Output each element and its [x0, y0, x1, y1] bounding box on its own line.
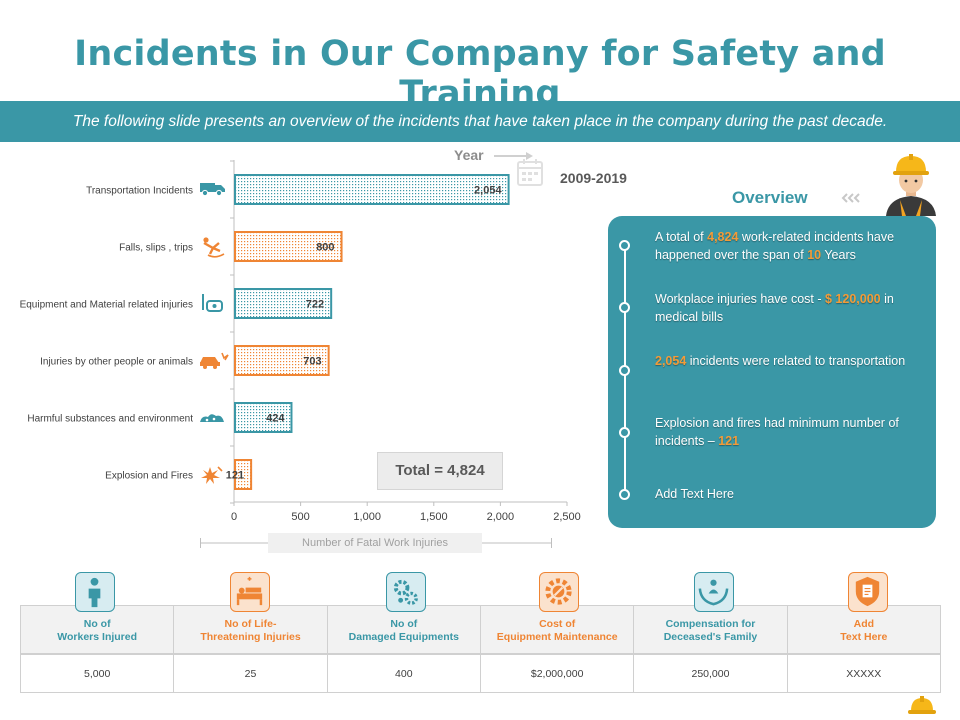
timeline-dot — [619, 302, 630, 313]
table-value-cell: 5,000 — [20, 654, 175, 693]
overview-item: Explosion and fires had minimum number o… — [655, 415, 917, 450]
category-label: Falls, slips , trips — [119, 243, 193, 254]
header-line: Add — [853, 618, 875, 630]
care-hands-icon — [694, 572, 734, 612]
timeline-dot — [619, 489, 630, 500]
bar-value-label: 2,054 — [474, 185, 502, 197]
chevrons-left-icon — [841, 193, 860, 203]
timeline-dot — [619, 240, 630, 251]
header-line: Cost of — [539, 618, 576, 630]
table-value-cell: 25 — [173, 654, 328, 693]
x-tick-label: 500 — [291, 511, 309, 523]
overview-highlight: 10 — [807, 247, 822, 262]
statistics-table: No of Workers Injured 5,000 No of Life- Thre… — [20, 605, 941, 693]
header-line: No of — [390, 618, 418, 630]
overview-text: Years — [821, 247, 856, 262]
overview-highlight: 2,054 — [655, 354, 687, 368]
category-label: Explosion and Fires — [105, 471, 193, 482]
header-line: Text Here — [840, 631, 888, 643]
table-header-cell: No of Life- Threatening Injuries — [173, 605, 328, 654]
overview-item: 2,054 incidents were related to transpor… — [655, 353, 917, 371]
wrench-gear-icon — [539, 572, 579, 612]
shield-document-icon — [848, 572, 888, 612]
x-tick-label: 0 — [231, 511, 237, 523]
year-label: Year — [454, 147, 484, 163]
header-line: No of Life- — [224, 618, 277, 630]
x-tick-label: 1,500 — [420, 511, 448, 523]
bar-value-label: 703 — [303, 356, 321, 368]
header-line: Threatening Injuries — [200, 631, 301, 643]
bar-value-label: 722 — [306, 299, 324, 311]
header-line: Damaged Equipments — [348, 631, 459, 643]
explosion-icon — [201, 466, 223, 484]
overview-highlight: 121 — [718, 433, 740, 448]
gears-icon — [386, 572, 426, 612]
overview-text: Add Text Here — [655, 487, 734, 501]
category-label: Harmful substances and environment — [27, 414, 193, 425]
overview-text: in medical bills — [655, 292, 894, 324]
falling-person-icon — [203, 237, 225, 258]
table-value-cell: XXXXX — [786, 654, 941, 693]
overview-text: A total of — [655, 230, 708, 244]
category-label: Transportation Incidents — [86, 186, 193, 197]
overview-item: Workplace injuries have cost - $ 120,000… — [655, 291, 917, 326]
bar — [234, 459, 253, 490]
header-line: Compensation for — [665, 618, 756, 630]
year-arrow-icon — [494, 152, 533, 160]
table-header-cell: No of Workers Injured — [20, 605, 175, 654]
table-value-cell: 250,000 — [633, 654, 788, 693]
overview-text: incidents were related to transportation — [686, 354, 906, 368]
bar — [234, 231, 343, 262]
overview-item: A total of 4,824 work-related incidents … — [655, 229, 917, 264]
table-value-cell: 400 — [326, 654, 481, 693]
table-value-cell: $2,000,000 — [480, 654, 635, 693]
hard-hat-icon — [908, 696, 936, 714]
table-header-cell: Cost of Equipment Maintenance — [480, 605, 635, 654]
category-label: Equipment and Material related injuries — [20, 300, 193, 311]
total-box: Total = 4,824 — [377, 452, 503, 490]
hospital-bed-icon — [230, 572, 270, 612]
truck-icon — [200, 183, 225, 197]
overview-text: Workplace injuries have cost - — [655, 292, 825, 306]
subtitle-text: The following slide presents an overview… — [72, 113, 888, 130]
overview-title: Overview — [732, 188, 808, 207]
table-header-cell: No of Damaged Equipments — [326, 605, 481, 654]
bar — [234, 288, 333, 319]
x-tick-label: 2,500 — [553, 511, 581, 523]
hazard-cloud-icon — [200, 414, 224, 422]
calendar-icon — [517, 159, 543, 186]
accident-car-icon — [200, 352, 229, 369]
bar-value-label: 424 — [266, 413, 285, 425]
overview-highlight: $ 120,000 — [824, 292, 881, 306]
overview-highlight: 4,824 — [707, 230, 739, 244]
overview-panel — [608, 216, 936, 528]
bar — [234, 345, 330, 376]
x-tick-label: 2,000 — [487, 511, 515, 523]
x-axis-title: Number of Fatal Work Injuries — [268, 533, 482, 553]
bar-value-label: 800 — [316, 242, 334, 254]
subtitle-banner: The following slide presents an overview… — [0, 101, 960, 142]
worker-icon — [75, 572, 115, 612]
x-tick-label: 1,000 — [353, 511, 381, 523]
overview-item: Add Text Here — [655, 486, 917, 504]
bar — [234, 174, 510, 205]
timeline-dot — [619, 427, 630, 438]
bar — [234, 402, 293, 433]
safety-worker-icon — [886, 154, 936, 216]
category-label: Injuries by other people or animals — [40, 357, 193, 368]
header-line: Equipment Maintenance — [496, 631, 618, 643]
header-line: Workers Injured — [57, 631, 138, 643]
bar-chart: 0 500 1,000 1,500 2,000 2,500 2,054 Transportat… — [20, 160, 581, 523]
bar-value-label: 121 — [226, 470, 244, 482]
header-line: Deceased's Family — [663, 631, 758, 643]
header-line: No of — [83, 618, 111, 630]
overview-text: Explosion and fires had minimum number o… — [655, 416, 899, 448]
page-title: Incidents in Our Company for Safety and … — [74, 34, 886, 114]
table-header-cell: Add Text Here — [786, 605, 941, 654]
equipment-icon — [202, 294, 223, 312]
year-range: 2009-2019 — [560, 170, 627, 186]
timeline-dot — [619, 365, 630, 376]
table-header-cell: Compensation for Deceased's Family — [633, 605, 788, 654]
overview-text: work-related incidents have happened ove… — [655, 230, 895, 262]
